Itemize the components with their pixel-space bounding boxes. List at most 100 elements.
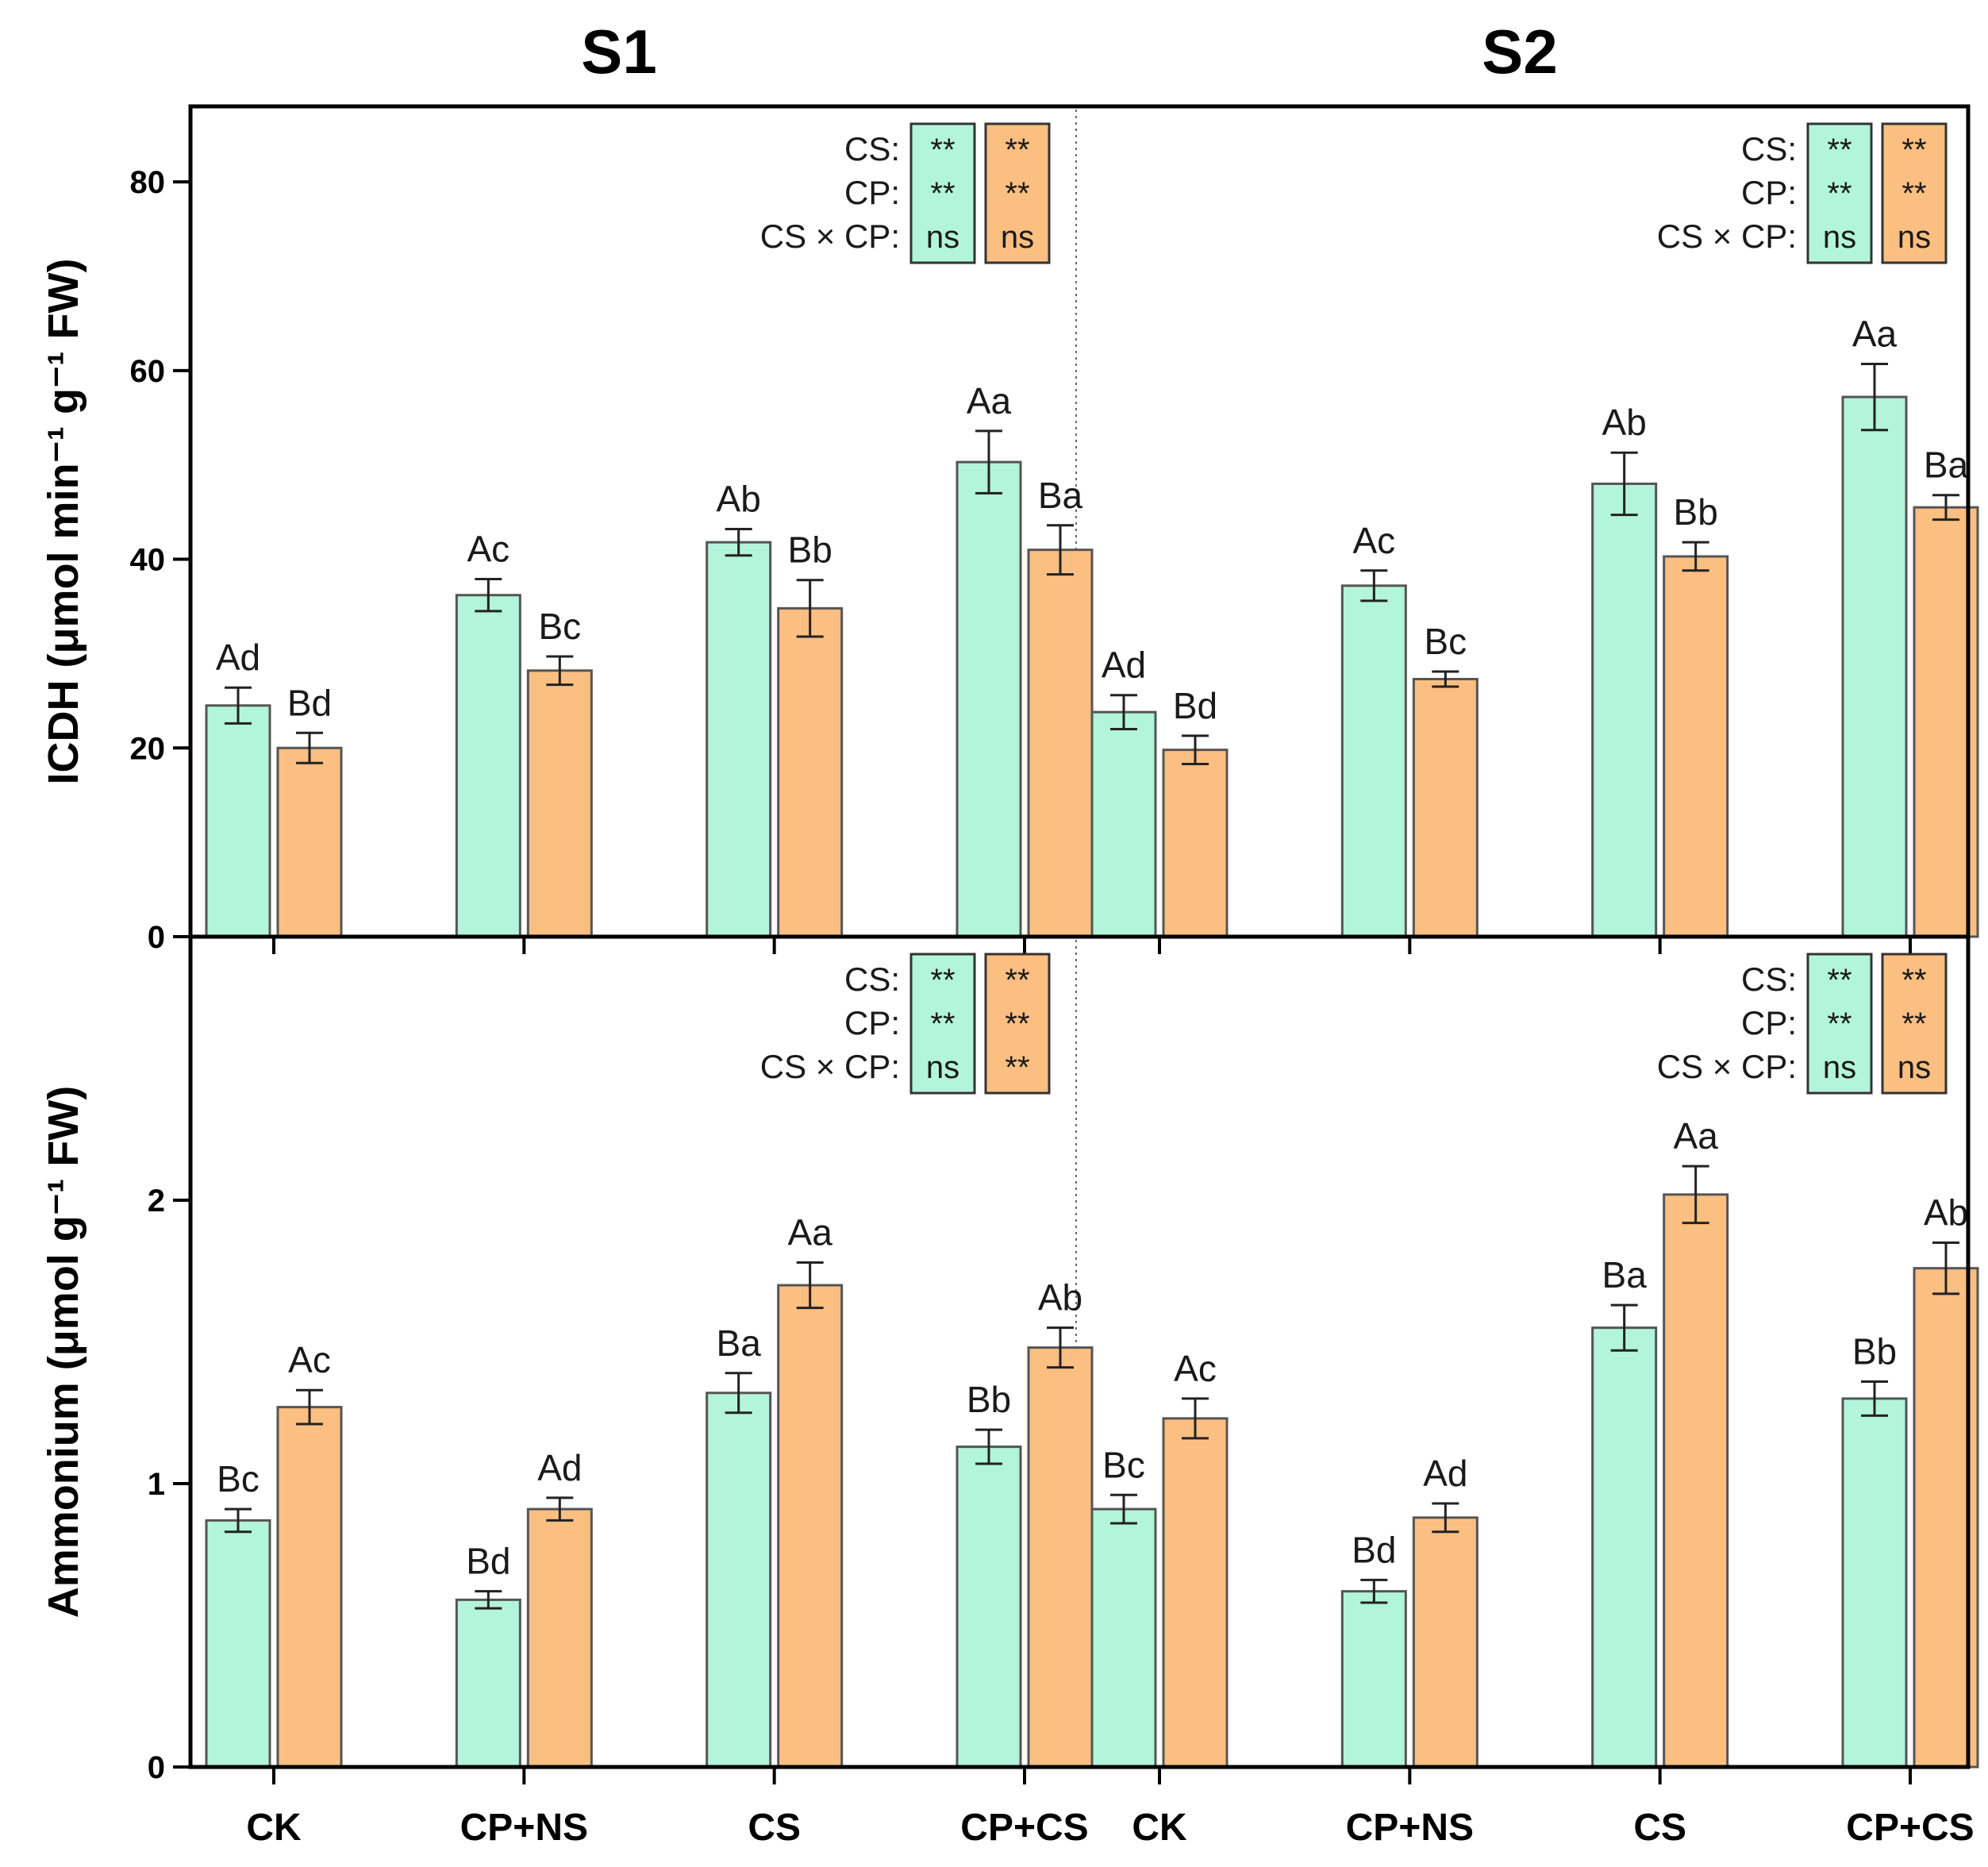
panel-title-s1: S1 [581, 17, 656, 87]
stats-label: CS × CP: [760, 217, 900, 255]
bar-ammonium-s2-cs-s1 [1591, 1326, 1658, 1769]
bar-ammonium-s2-cp+ns-s1 [1340, 1590, 1407, 1769]
stats-box-series-1 [1806, 122, 1873, 264]
significance-label: Bd [1352, 1529, 1396, 1570]
x-tick-label: CK [246, 1807, 302, 1849]
y-tick-label-ammonium: 2 [148, 1184, 165, 1218]
stats-box-series-1 [909, 953, 976, 1095]
bar-ammonium-s1-ck-s2 [276, 1406, 343, 1769]
significance-label: Ba [1602, 1254, 1648, 1295]
panel-title-s2: S2 [1482, 17, 1557, 87]
significance-label: Aa [788, 1212, 833, 1253]
bar-ammonium-s2-cs-s2 [1663, 1193, 1729, 1769]
bar-icdh-s1-cs-s1 [706, 541, 772, 938]
significance-label: Bb [1852, 1330, 1897, 1372]
bar-icdh-s2-cs-s2 [1663, 555, 1729, 938]
stats-value-series-1: ns [926, 220, 959, 255]
bar-ammonium-s1-cp+ns-s1 [455, 1598, 521, 1769]
y-tick-label-icdh: 20 [130, 731, 166, 766]
significance-label: Bb [788, 529, 832, 571]
significance-label: Aa [967, 380, 1012, 422]
bar-icdh-s2-cs-s1 [1591, 482, 1658, 938]
plot-frame-ammonium [188, 934, 1971, 1769]
stats-value-series-2: ** [1901, 133, 1926, 167]
stats-label: CS × CP: [760, 1048, 900, 1085]
stats-value-series-2: ns [1898, 1050, 1931, 1085]
bar-ammonium-s1-cp+cs-s2 [1027, 1346, 1094, 1769]
stats-label: CP: [844, 1004, 900, 1041]
bar-ammonium-s1-cp+cs-s1 [956, 1445, 1022, 1769]
stats-value-series-2: ns [1898, 220, 1931, 255]
bar-icdh-s1-ck-s2 [276, 746, 343, 938]
y-tick-label-icdh: 60 [130, 354, 166, 389]
stats-box-series-2 [984, 122, 1051, 264]
significance-label: Bc [1102, 1444, 1145, 1485]
significance-label: Ba [1038, 475, 1083, 516]
significance-label: Ad [1423, 1453, 1467, 1494]
significance-label: Bc [1424, 621, 1467, 662]
stats-value-series-2: ** [1005, 176, 1029, 211]
stats-value-series-1: ns [1823, 220, 1856, 255]
stats-value-series-1: ** [930, 1007, 955, 1041]
bar-ammonium-s1-ck-s1 [205, 1519, 271, 1769]
significance-label: Ad [1102, 645, 1146, 686]
bar-icdh-s1-cp+cs-s1 [956, 460, 1022, 938]
stats-value-series-2: ns [1001, 220, 1034, 255]
stats-value-series-1: ** [1827, 176, 1851, 211]
bar-icdh-s2-ck-s1 [1090, 710, 1157, 938]
significance-label: Ac [1352, 520, 1395, 561]
bar-ammonium-s1-cs-s1 [706, 1392, 772, 1769]
y-tick-label-ammonium: 1 [148, 1467, 165, 1502]
bar-ammonium-s2-cp+ns-s2 [1412, 1516, 1479, 1769]
bar-ammonium-s2-cp+cs-s1 [1841, 1397, 1908, 1769]
y-tick-label-icdh: 80 [130, 165, 166, 200]
stats-box-series-2 [984, 953, 1051, 1095]
stats-label: CS × CP: [1657, 1048, 1797, 1085]
significance-label: Bb [1674, 491, 1718, 533]
bar-ammonium-s1-cs-s2 [777, 1284, 844, 1769]
panel-icdh: ICDH (μmol min⁻¹ g⁻¹ FW) 0 20 40 60 80 Ad Bd Ac B… [40, 104, 1979, 955]
bar-ammonium-s2-ck-s2 [1162, 1417, 1229, 1769]
bar-icdh-s1-ck-s1 [205, 704, 271, 938]
bar-icdh-s1-cp+ns-s1 [455, 594, 521, 938]
significance-label: Bd [287, 682, 332, 723]
stats-box-series-2 [1881, 953, 1948, 1095]
stats-label: CS: [844, 130, 900, 167]
stats-value-series-1: ** [1827, 1007, 1851, 1041]
significance-label: Ac [467, 529, 509, 570]
significance-label: Aa [1674, 1115, 1719, 1157]
stats-label: CS: [1741, 960, 1797, 998]
stats-box-series-1 [909, 122, 976, 264]
x-tick-label: CK [1132, 1807, 1187, 1849]
significance-label: Ba [1924, 445, 1969, 486]
significance-label: Ab [1602, 402, 1647, 443]
significance-label: Bd [466, 1541, 510, 1582]
significance-label: Ac [288, 1339, 331, 1380]
stats-box-series-1 [1806, 953, 1873, 1095]
y-tick-label-icdh: 40 [130, 543, 166, 578]
y-axis-label-icdh: ICDH (μmol min⁻¹ g⁻¹ FW) [40, 259, 87, 785]
stats-label: CS: [844, 960, 900, 998]
stats-label: CS × CP: [1657, 217, 1797, 255]
stats-label: CP: [1741, 1004, 1797, 1041]
panel-ammonium: Ammonium (μmol g⁻¹ FW) 0 1 2 Bc Ac CK Bd Ad CP+NS… [40, 934, 1979, 1849]
significance-label: Ac [1174, 1348, 1217, 1389]
stats-label: CP: [1741, 174, 1797, 211]
stats-box-series-2 [1881, 122, 1948, 264]
stats-value-series-2: ** [1901, 1007, 1926, 1041]
y-axis-label-ammonium: Ammonium (μmol g⁻¹ FW) [40, 1086, 87, 1618]
y-tick-label-ammonium: 0 [148, 1750, 165, 1785]
significance-label: Aa [1852, 313, 1898, 354]
bar-ammonium-s2-ck-s1 [1090, 1507, 1157, 1769]
stats-label: CP: [844, 174, 900, 211]
bar-ammonium-s1-cp+ns-s2 [526, 1507, 593, 1769]
stats-value-series-2: ** [1901, 963, 1926, 998]
x-tick-label: CP+CS [960, 1807, 1088, 1849]
stats-value-series-2: ** [1005, 1007, 1029, 1041]
bar-icdh-s2-cp+cs-s1 [1841, 395, 1908, 938]
stats-value-series-2: ** [1005, 133, 1029, 167]
x-tick-label: CP+NS [460, 1807, 588, 1849]
significance-label: Bc [538, 606, 581, 647]
stats-value-series-1: ** [930, 963, 955, 998]
y-tick-label-icdh: 0 [148, 920, 165, 955]
